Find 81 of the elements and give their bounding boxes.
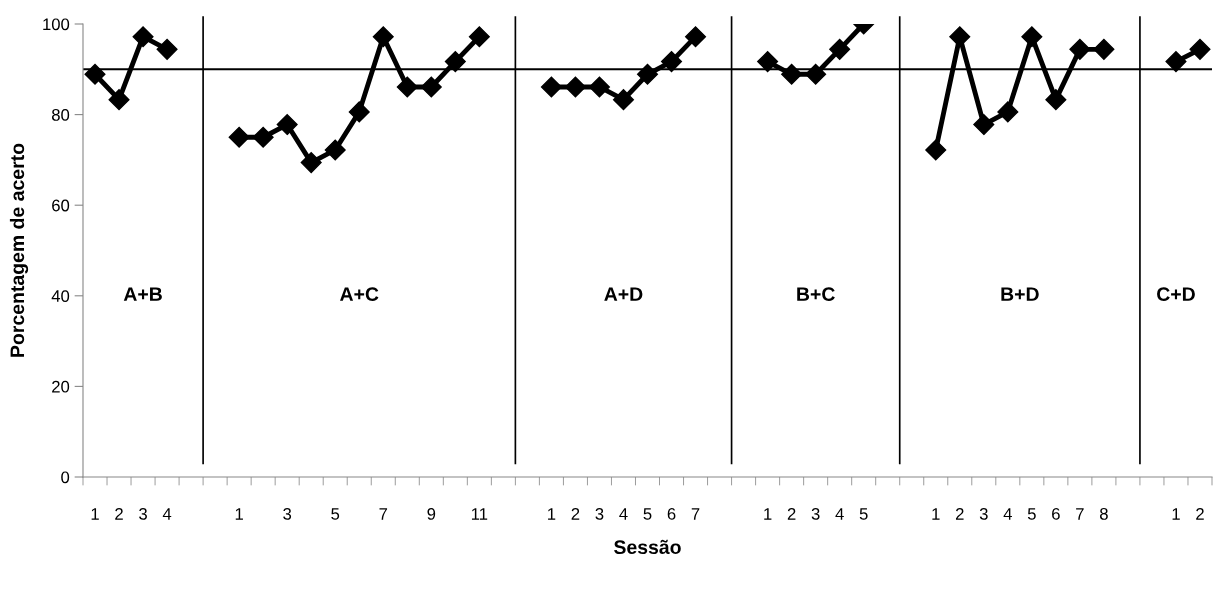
x-tick-label: 4 [162,508,172,520]
annotation: A+D [604,287,643,301]
x-tick-label: 4 [835,508,844,520]
point [925,139,947,161]
x-tick-label: 2 [955,508,964,520]
point [1069,38,1091,60]
x-tick-label: 2 [1196,508,1204,520]
y-tick-label: 100 [43,18,70,31]
point [396,76,418,98]
x-tick-label: 2 [115,508,123,520]
point [420,76,442,98]
point [564,76,586,98]
point [661,51,683,73]
x-tick-label: 7 [379,508,388,520]
point [372,26,394,48]
point [228,126,250,148]
x-tick-label: 7 [691,508,700,520]
y-tick-label: 40 [51,290,70,302]
x-tick-label: 1 [1172,508,1180,520]
point [540,76,562,98]
x-tick-label: 7 [1076,508,1084,520]
point [1093,38,1115,60]
x-tick-label: 6 [1052,508,1060,520]
point [156,38,178,60]
point [108,89,130,111]
x-tick-label: 5 [331,508,340,520]
x-tick-label: 6 [667,508,676,520]
x-tick-label: 4 [619,508,628,520]
x-tick-label: 3 [139,508,147,520]
x-tick-label: 5 [859,508,868,520]
point [1165,51,1187,73]
annotation: A+B [123,287,162,301]
y-tick-label: 80 [51,109,70,121]
x-tick-label: 1 [548,508,556,520]
point [781,63,803,85]
x-tick-label: 3 [595,508,604,520]
x-tick-label: 3 [283,508,292,520]
annotation: A+C [340,287,379,302]
annotation: B+C [797,287,835,302]
point [468,26,490,48]
point [636,63,659,85]
point [757,51,779,73]
point [300,152,322,174]
y-tick-label: 60 [52,199,70,212]
y-axis-title: Porcentagem de acerto [9,143,29,357]
x-tick-label: 1 [91,508,99,520]
x-tick-label: 3 [979,508,988,520]
point [1045,89,1067,111]
x-tick-label: 9 [427,508,436,520]
x-tick-label: 3 [811,508,820,520]
point [829,38,851,60]
point [1021,26,1043,48]
y-tick-label: 0 [61,471,70,484]
point [588,76,610,98]
point [973,114,995,136]
x-tick-label: 8 [1099,508,1108,520]
point [324,139,346,161]
y-tick-label: 20 [52,380,70,393]
x-tick-label: 4 [1003,508,1012,520]
x-tick-label: 11 [471,508,488,520]
point [276,114,298,136]
point [685,26,707,48]
point [612,89,634,111]
x-tick-label: 5 [643,508,652,520]
annotation: C+D [1157,287,1195,302]
point [84,63,106,85]
point [252,126,274,148]
x-axis-title: Sessão [614,539,681,555]
x-tick-label: 1 [764,508,772,520]
x-tick-label: 2 [787,508,796,520]
point [348,101,370,123]
x-tick-label: 2 [571,508,580,520]
x-tick-label: 5 [1027,508,1036,520]
point [997,101,1019,123]
x-tick-label: 1 [235,508,243,520]
point [805,63,827,85]
x-tick-label: 1 [932,508,940,520]
point [1189,38,1211,60]
point [444,51,466,73]
annotation: B+D [1001,287,1039,301]
point [132,26,154,48]
